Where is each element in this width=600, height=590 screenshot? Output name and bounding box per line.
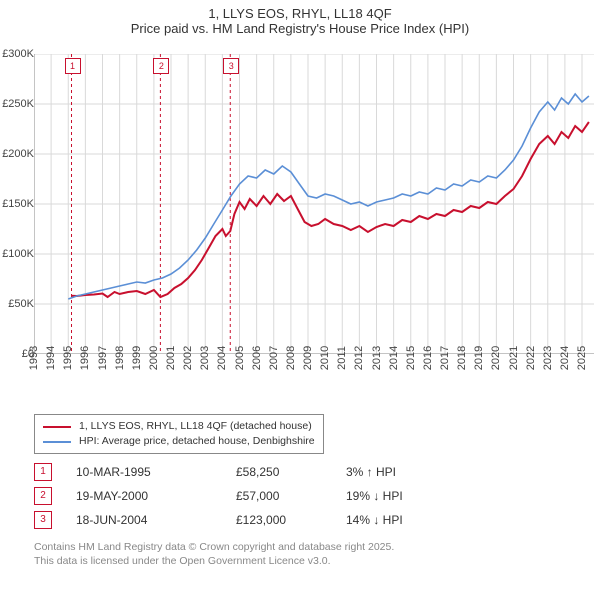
- legend-label: 1, LLYS EOS, RHYL, LL18 4QF (detached ho…: [79, 419, 312, 434]
- marker-date: 18-JUN-2004: [76, 508, 236, 532]
- marker-pct: 3% ↑ HPI: [346, 460, 456, 484]
- chart-area: £0£50K£100K£150K£200K£250K£300K 19931994…: [0, 44, 600, 404]
- marker-box: 2: [34, 487, 52, 505]
- legend-item: 1, LLYS EOS, RHYL, LL18 4QF (detached ho…: [43, 419, 315, 434]
- title-block: 1, LLYS EOS, RHYL, LL18 4QF Price paid v…: [0, 0, 600, 36]
- footer-line1: Contains HM Land Registry data © Crown c…: [34, 540, 394, 554]
- markers-table: 1 10-MAR-1995£58,2503% ↑ HPI 2 19-MAY-2000£…: [34, 460, 456, 532]
- marker-date: 10-MAR-1995: [76, 460, 236, 484]
- marker-box: 3: [34, 511, 52, 529]
- marker-box: 1: [34, 463, 52, 481]
- footer: Contains HM Land Registry data © Crown c…: [34, 540, 394, 568]
- event-marker-1: 1: [65, 58, 81, 74]
- title-line2: Price paid vs. HM Land Registry's House …: [0, 21, 600, 36]
- legend-swatch: [43, 441, 71, 443]
- event-marker-2: 2: [153, 58, 169, 74]
- marker-row: 3 18-JUN-2004£123,00014% ↓ HPI: [34, 508, 456, 532]
- footer-line2: This data is licensed under the Open Gov…: [34, 554, 394, 568]
- marker-price: £123,000: [236, 508, 346, 532]
- event-marker-3: 3: [223, 58, 239, 74]
- legend-item: HPI: Average price, detached house, Denb…: [43, 434, 315, 449]
- marker-price: £58,250: [236, 460, 346, 484]
- title-line1: 1, LLYS EOS, RHYL, LL18 4QF: [0, 6, 600, 21]
- marker-row: 2 19-MAY-2000£57,00019% ↓ HPI: [34, 484, 456, 508]
- marker-price: £57,000: [236, 484, 346, 508]
- chart-container: 1, LLYS EOS, RHYL, LL18 4QF Price paid v…: [0, 0, 600, 590]
- marker-pct: 19% ↓ HPI: [346, 484, 456, 508]
- legend-swatch: [43, 426, 71, 428]
- legend: 1, LLYS EOS, RHYL, LL18 4QF (detached ho…: [34, 414, 324, 454]
- event-markers: 1 2 3: [0, 44, 600, 404]
- marker-pct: 14% ↓ HPI: [346, 508, 456, 532]
- marker-date: 19-MAY-2000: [76, 484, 236, 508]
- marker-row: 1 10-MAR-1995£58,2503% ↑ HPI: [34, 460, 456, 484]
- legend-label: HPI: Average price, detached house, Denb…: [79, 434, 315, 449]
